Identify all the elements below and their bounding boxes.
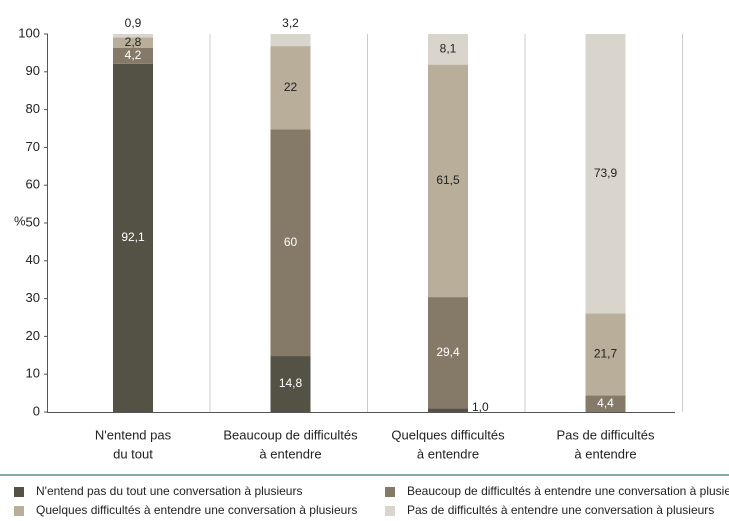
bar-segment — [113, 63, 153, 412]
x-tick-label: Quelques difficultés — [391, 427, 505, 442]
bar-segment — [585, 313, 626, 396]
y-tick-label: 20 — [26, 328, 40, 343]
x-tick-label: Beaucoup de difficultés — [223, 427, 358, 442]
y-tick-label: 40 — [26, 252, 40, 267]
value-label: 29,4 — [436, 345, 460, 359]
legend-label: Beaucoup de difficultés à entendre une c… — [407, 484, 729, 498]
value-label: 4,2 — [125, 48, 142, 62]
bar-segment — [428, 297, 468, 409]
bar-segment — [113, 37, 153, 48]
value-label: 14,8 — [279, 376, 303, 390]
legend-swatch — [14, 487, 24, 497]
y-tick-label: 90 — [26, 63, 40, 78]
y-tick-label: 60 — [26, 177, 40, 192]
x-tick-label: du tout — [113, 446, 153, 461]
value-label: 1,0 — [472, 400, 489, 414]
bar-segment — [270, 356, 311, 412]
y-tick-label: 70 — [26, 139, 40, 154]
bar-segment — [585, 395, 626, 412]
value-label: 21,7 — [594, 347, 618, 361]
value-label: 22 — [284, 80, 298, 94]
x-tick-label: à entendre — [417, 446, 479, 461]
value-label: 61,5 — [436, 173, 460, 187]
bar-segment — [270, 46, 311, 130]
value-label: 2,8 — [125, 35, 142, 49]
legend-swatch — [385, 506, 395, 516]
value-label: 3,2 — [282, 16, 299, 30]
value-label: 60 — [284, 235, 298, 249]
bar-segment — [428, 64, 468, 298]
legend-swatch — [14, 506, 24, 516]
y-tick-label: 10 — [26, 366, 40, 381]
x-tick-label: Pas de difficultés — [556, 427, 655, 442]
bar-segment — [270, 34, 311, 47]
x-tick-label: N'entend pas — [95, 427, 172, 442]
value-label: 73,9 — [594, 166, 618, 180]
bar-segment — [585, 34, 626, 314]
x-tick-label: à entendre — [574, 446, 636, 461]
y-tick-label: 50 — [26, 214, 40, 229]
y-axis-label: % — [14, 213, 26, 228]
bar-segment — [428, 34, 468, 65]
value-label: 4,4 — [597, 396, 614, 410]
legend-label: Pas de difficultés à entendre une conver… — [407, 503, 714, 517]
legend-swatch — [385, 487, 395, 497]
y-tick-label: 80 — [26, 101, 40, 116]
bar-segment — [428, 408, 468, 412]
value-label: 0,9 — [125, 16, 142, 30]
legend-label: Quelques difficultés à entendre une conv… — [36, 503, 357, 517]
value-label: 8,1 — [440, 41, 457, 55]
bar-segment — [113, 47, 153, 64]
x-tick-label: à entendre — [259, 446, 321, 461]
bar-segment — [113, 34, 153, 38]
legend-label: N'entend pas du tout une conversation à … — [36, 484, 302, 498]
bar-segment — [270, 129, 311, 357]
y-tick-label: 100 — [18, 25, 40, 40]
value-label: 92,1 — [121, 230, 145, 244]
y-tick-label: 30 — [26, 290, 40, 305]
y-tick-label: 0 — [33, 403, 40, 418]
